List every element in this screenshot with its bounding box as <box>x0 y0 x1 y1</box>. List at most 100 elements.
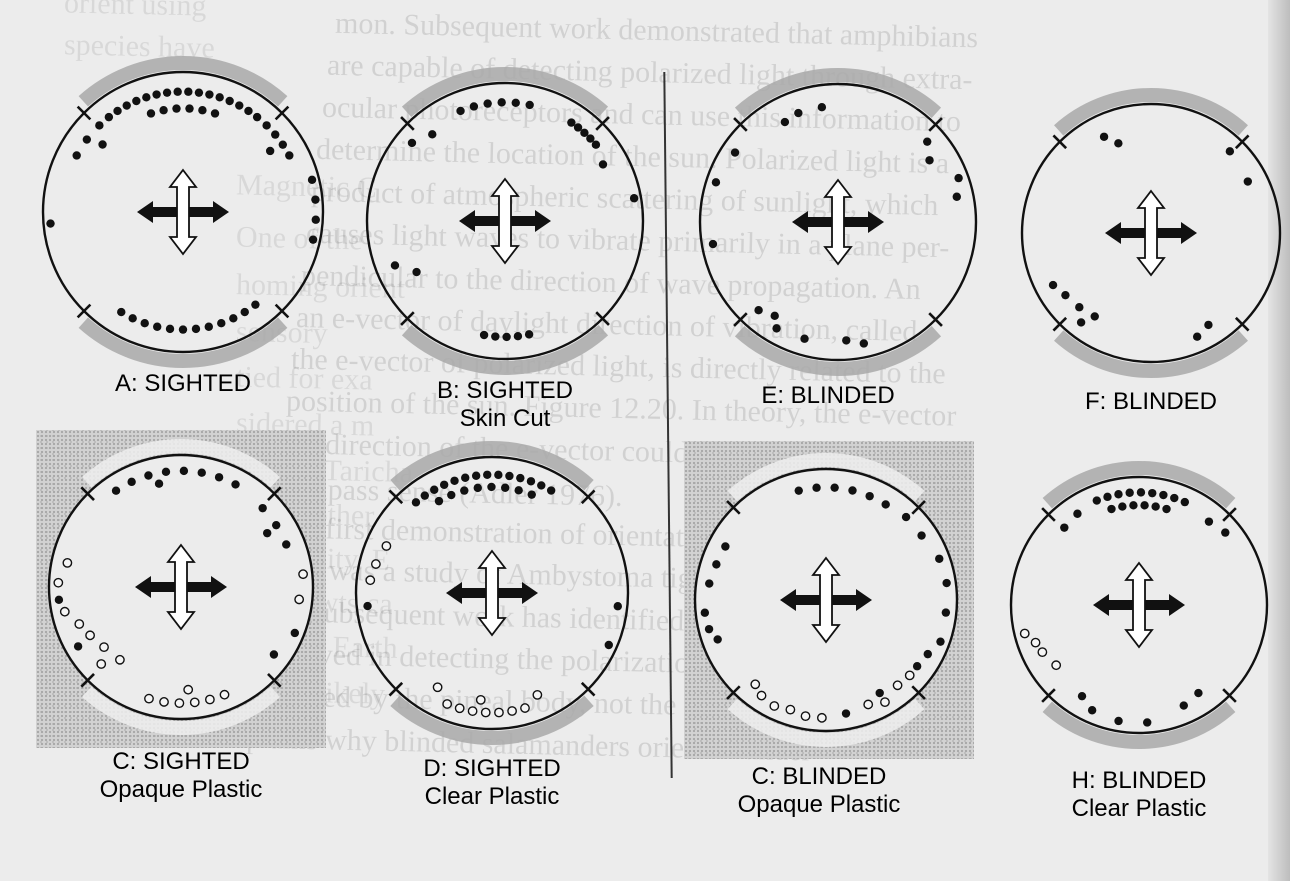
filled-orientation-dot <box>1075 303 1084 312</box>
open-orientation-dot <box>53 577 64 588</box>
open-orientation-dot <box>750 679 761 690</box>
filled-orientation-dot <box>1061 290 1070 300</box>
filled-orientation-dot <box>580 128 589 138</box>
filled-orientation-dot <box>407 138 417 148</box>
open-orientation-dot <box>381 541 392 551</box>
orientation-circle-panel-f <box>1020 88 1282 378</box>
filled-orientation-dot <box>1118 502 1127 511</box>
axis-tick-mark <box>911 685 926 700</box>
filled-orientation-dot <box>428 130 437 139</box>
filled-orientation-dot <box>117 307 126 317</box>
top-shaded-arc <box>1054 88 1248 136</box>
filled-orientation-dot <box>179 466 189 476</box>
open-orientation-dot <box>96 659 107 669</box>
filled-orientation-dot <box>311 215 320 224</box>
axis-tick-mark <box>1222 507 1237 522</box>
panel-label-b: B: SIGHTED Skin Cut <box>437 377 573 433</box>
filled-orientation-dot <box>307 175 317 185</box>
filled-orientation-dot <box>954 173 963 183</box>
axis-tick-mark <box>1052 134 1068 150</box>
filled-orientation-dot <box>712 560 721 569</box>
orientation-circle-panel-e <box>698 68 978 376</box>
axis-tick-mark <box>76 303 92 319</box>
filled-orientation-dot <box>1151 502 1160 511</box>
open-orientation-dot <box>144 693 154 704</box>
filled-orientation-dot <box>162 88 172 97</box>
filled-orientation-dot <box>917 531 926 540</box>
axis-tick-mark <box>267 486 282 501</box>
filled-orientation-dot <box>269 650 279 659</box>
filled-orientation-dot <box>113 106 122 116</box>
orientation-circle-panel-d <box>354 440 630 746</box>
filled-orientation-dot <box>1143 718 1152 727</box>
filled-orientation-dot <box>754 305 763 315</box>
bottom-shaded-arc <box>78 317 288 368</box>
filled-orientation-dot <box>1221 528 1230 537</box>
filled-orientation-dot <box>111 486 121 495</box>
open-orientation-dot <box>370 559 381 569</box>
filled-orientation-dot <box>225 96 234 106</box>
filled-orientation-dot <box>1148 488 1157 498</box>
filled-orientation-dot <box>278 140 288 149</box>
panel-label-c: C: SIGHTED Opaque Plastic <box>100 748 263 804</box>
filled-orientation-dot <box>730 148 740 157</box>
orientation-circle <box>1020 102 1282 364</box>
filled-orientation-dot <box>146 109 156 118</box>
top-shaded-arc <box>727 453 925 502</box>
filled-orientation-dot <box>311 195 320 204</box>
filled-orientation-dot <box>505 471 514 481</box>
panel-label-d: D: SIGHTED Clear Plastic <box>423 755 560 811</box>
filled-orientation-dot <box>285 151 294 160</box>
filled-orientation-dot <box>586 134 595 143</box>
polarization-arrow-icon <box>1093 561 1185 649</box>
bottom-shaded-arc <box>82 686 280 735</box>
open-orientation-dot <box>365 575 376 586</box>
filled-orientation-dot <box>308 235 318 244</box>
filled-orientation-dot <box>122 101 131 110</box>
filled-orientation-dot <box>178 325 188 334</box>
filled-orientation-dot <box>217 318 226 328</box>
filled-orientation-dot <box>185 104 194 113</box>
filled-orientation-dot <box>613 602 622 611</box>
bottom-shaded-arc <box>401 324 609 375</box>
open-orientation-dot <box>507 706 517 716</box>
filled-orientation-dot <box>936 637 945 646</box>
filled-orientation-dot <box>794 486 803 495</box>
panel-title: C: SIGHTED <box>112 748 250 775</box>
axis-tick-mark <box>928 312 943 327</box>
filled-orientation-dot <box>526 477 536 486</box>
filled-orientation-dot <box>154 479 164 488</box>
filled-orientation-dot <box>567 118 576 127</box>
filled-orientation-dot <box>516 473 525 483</box>
filled-orientation-dot <box>159 106 168 115</box>
panel-subtitle: Opaque Plastic <box>737 791 901 818</box>
filled-orientation-dot <box>251 300 260 309</box>
axis-tick-mark <box>80 486 95 501</box>
filled-orientation-dot <box>941 608 951 617</box>
filled-orientation-dot <box>1159 490 1168 500</box>
filled-orientation-dot <box>1194 688 1203 698</box>
open-orientation-dot <box>904 670 915 681</box>
filled-orientation-dot <box>705 579 714 588</box>
filled-orientation-dot <box>265 146 275 156</box>
polarization-arrow-icon <box>135 543 227 631</box>
open-orientation-dot <box>532 689 543 700</box>
filled-orientation-dot <box>473 483 482 493</box>
open-orientation-dot <box>204 694 215 705</box>
axis-tick-mark <box>1052 316 1068 332</box>
filled-orientation-dot <box>1140 501 1149 510</box>
filled-orientation-dot <box>412 267 421 277</box>
filled-orientation-dot <box>469 102 479 111</box>
orientation-circle-panel-a <box>41 56 325 368</box>
bottom-shaded-arc <box>390 695 594 746</box>
axis-tick-mark <box>400 311 415 326</box>
polarization-arrow-icon <box>1105 189 1197 277</box>
filled-orientation-dot <box>290 628 300 638</box>
filled-orientation-dot <box>591 140 601 149</box>
axis-tick-mark <box>1234 134 1250 150</box>
filled-orientation-dot <box>708 239 718 249</box>
filled-orientation-dot <box>513 331 523 341</box>
filled-orientation-dot <box>491 332 500 341</box>
filled-orientation-dot <box>925 156 934 165</box>
